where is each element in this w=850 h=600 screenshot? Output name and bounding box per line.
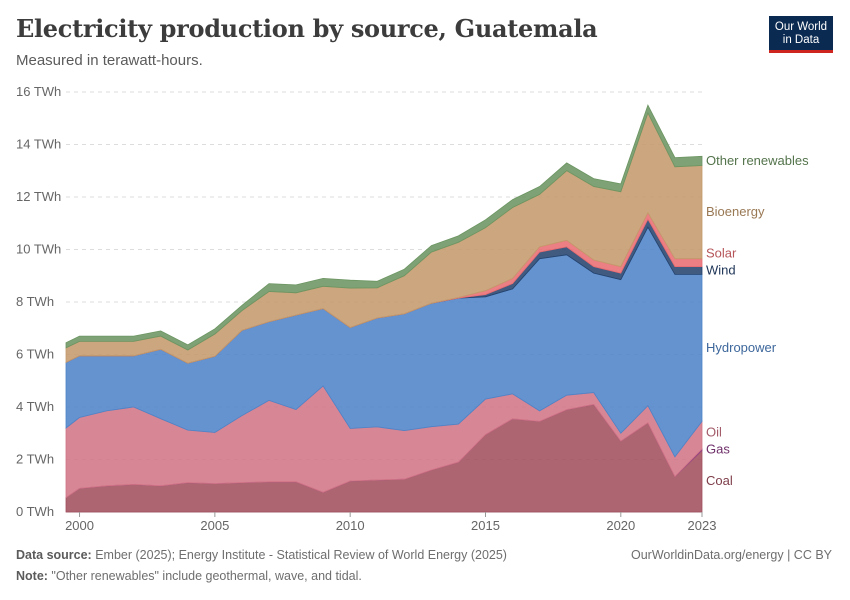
y-tick-label: 12 TWh [16,189,61,204]
x-tick-label: 2005 [200,518,229,533]
y-tick-label: 2 TWh [16,452,54,467]
area-other-renewables [65,104,703,351]
note-label: Note: [16,569,48,583]
y-axis-ticks: 0 TWh 2 TWh 4 TWh 6 TWh 8 TWh 10 TWh 12 TWh 14 … [16,84,61,519]
x-axis-ticks: 2000 2005 2010 2015 2020 2023 [65,512,716,533]
data-source-text: Ember (2025); Energy Institute - Statist… [91,548,507,562]
x-tick-label: 2015 [471,518,500,533]
credit-link[interactable]: OurWorldinData.org/energy | CC BY [630,548,832,562]
series-label-gas: Gas [706,442,730,457]
logo-line-1: Our World [774,21,828,33]
series-label-hydropower: Hydropower [706,340,777,355]
y-tick-label: 16 TWh [16,84,61,99]
y-tick-label: 8 TWh [16,294,54,309]
chart-note: Note: "Other renewables" include geother… [16,569,362,583]
series-label-other-renewables: Other renewables [706,153,809,168]
area-series [65,104,703,513]
chart-subtitle: Measured in terawatt-hours. [16,52,203,69]
x-tick-label: 2020 [606,518,635,533]
series-labels: Coal Gas Oil Hydropower Wind Solar Bioenergy Ot… [706,153,809,488]
logo-line-2: in Data [782,34,820,46]
series-label-bioenergy: Bioenergy [706,204,765,219]
note-text: "Other renewables" include geothermal, w… [47,569,362,583]
y-tick-label: 0 TWh [16,504,54,519]
y-tick-label: 14 TWh [16,137,61,152]
x-tick-label: 2023 [688,518,717,533]
data-source-label: Data source: [16,548,92,562]
y-tick-label: 10 TWh [16,242,61,257]
series-label-coal: Coal [706,473,733,488]
chart-title: Electricity production by source, Guatem… [16,14,598,43]
series-label-oil: Oil [706,425,722,440]
data-source: Data source: Ember (2025); Energy Instit… [16,548,507,562]
series-label-solar: Solar [706,246,737,261]
series-label-wind: Wind [706,263,736,278]
x-tick-label: 2010 [336,518,365,533]
y-tick-label: 4 TWh [16,399,54,414]
x-tick-label: 2000 [65,518,94,533]
owid-logo[interactable]: Our World in Data [769,16,833,53]
y-tick-label: 6 TWh [16,347,54,362]
